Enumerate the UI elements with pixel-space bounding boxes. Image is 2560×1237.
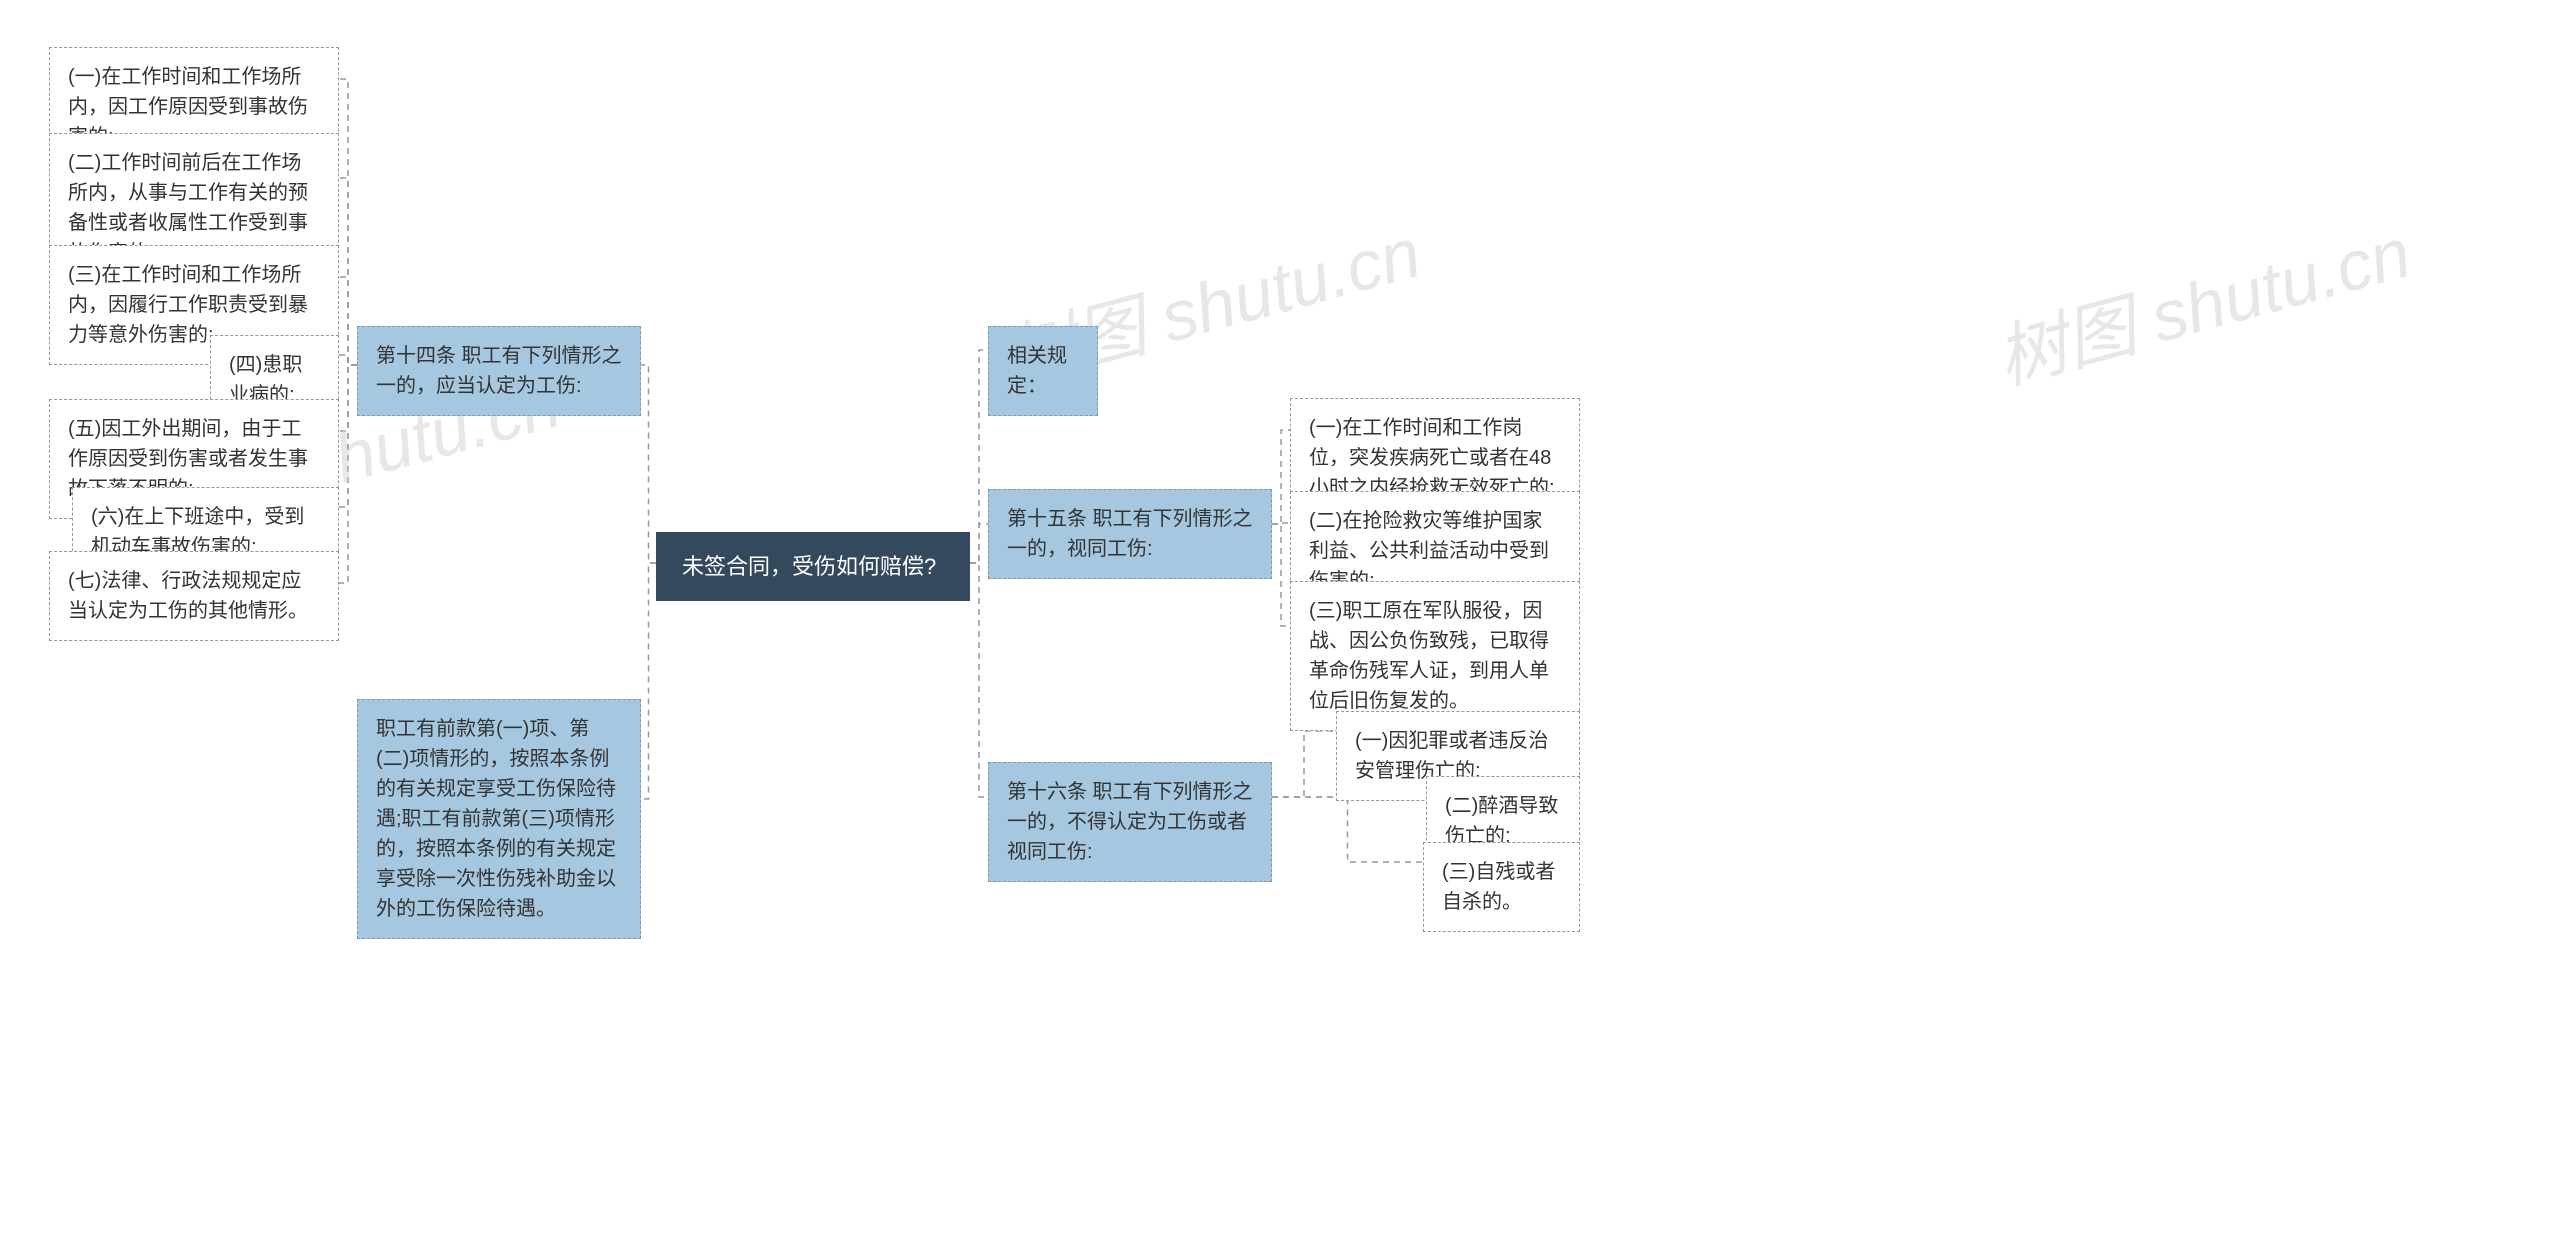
right-branch-1: 第十五条 职工有下列情形之一的，视同工伤: <box>988 489 1272 579</box>
left-branch-0: 第十四条 职工有下列情形之一的，应当认定为工伤: <box>357 326 641 416</box>
watermark-3: 树图 shutu.cn <box>1984 197 2420 404</box>
right-leaf-1-2: (三)职工原在军队服役，因战、因公负伤致残，已取得革命伤残军人证，到用人单位后旧… <box>1290 581 1580 731</box>
left-branch-1: 职工有前款第(一)项、第(二)项情形的，按照本条例的有关规定享受工伤保险待遇;职… <box>357 699 641 939</box>
right-branch-2: 第十六条 职工有下列情形之一的，不得认定为工伤或者视同工伤: <box>988 762 1272 882</box>
right-branch-0: 相关规定： <box>988 326 1098 416</box>
right-leaf-2-2: (三)自残或者自杀的。 <box>1423 842 1580 932</box>
root-node: 未签合同，受伤如何赔偿? <box>656 532 970 601</box>
left-leaf-0-6: (七)法律、行政法规规定应当认定为工伤的其他情形。 <box>49 551 339 641</box>
connector-layer <box>0 0 2560 1237</box>
